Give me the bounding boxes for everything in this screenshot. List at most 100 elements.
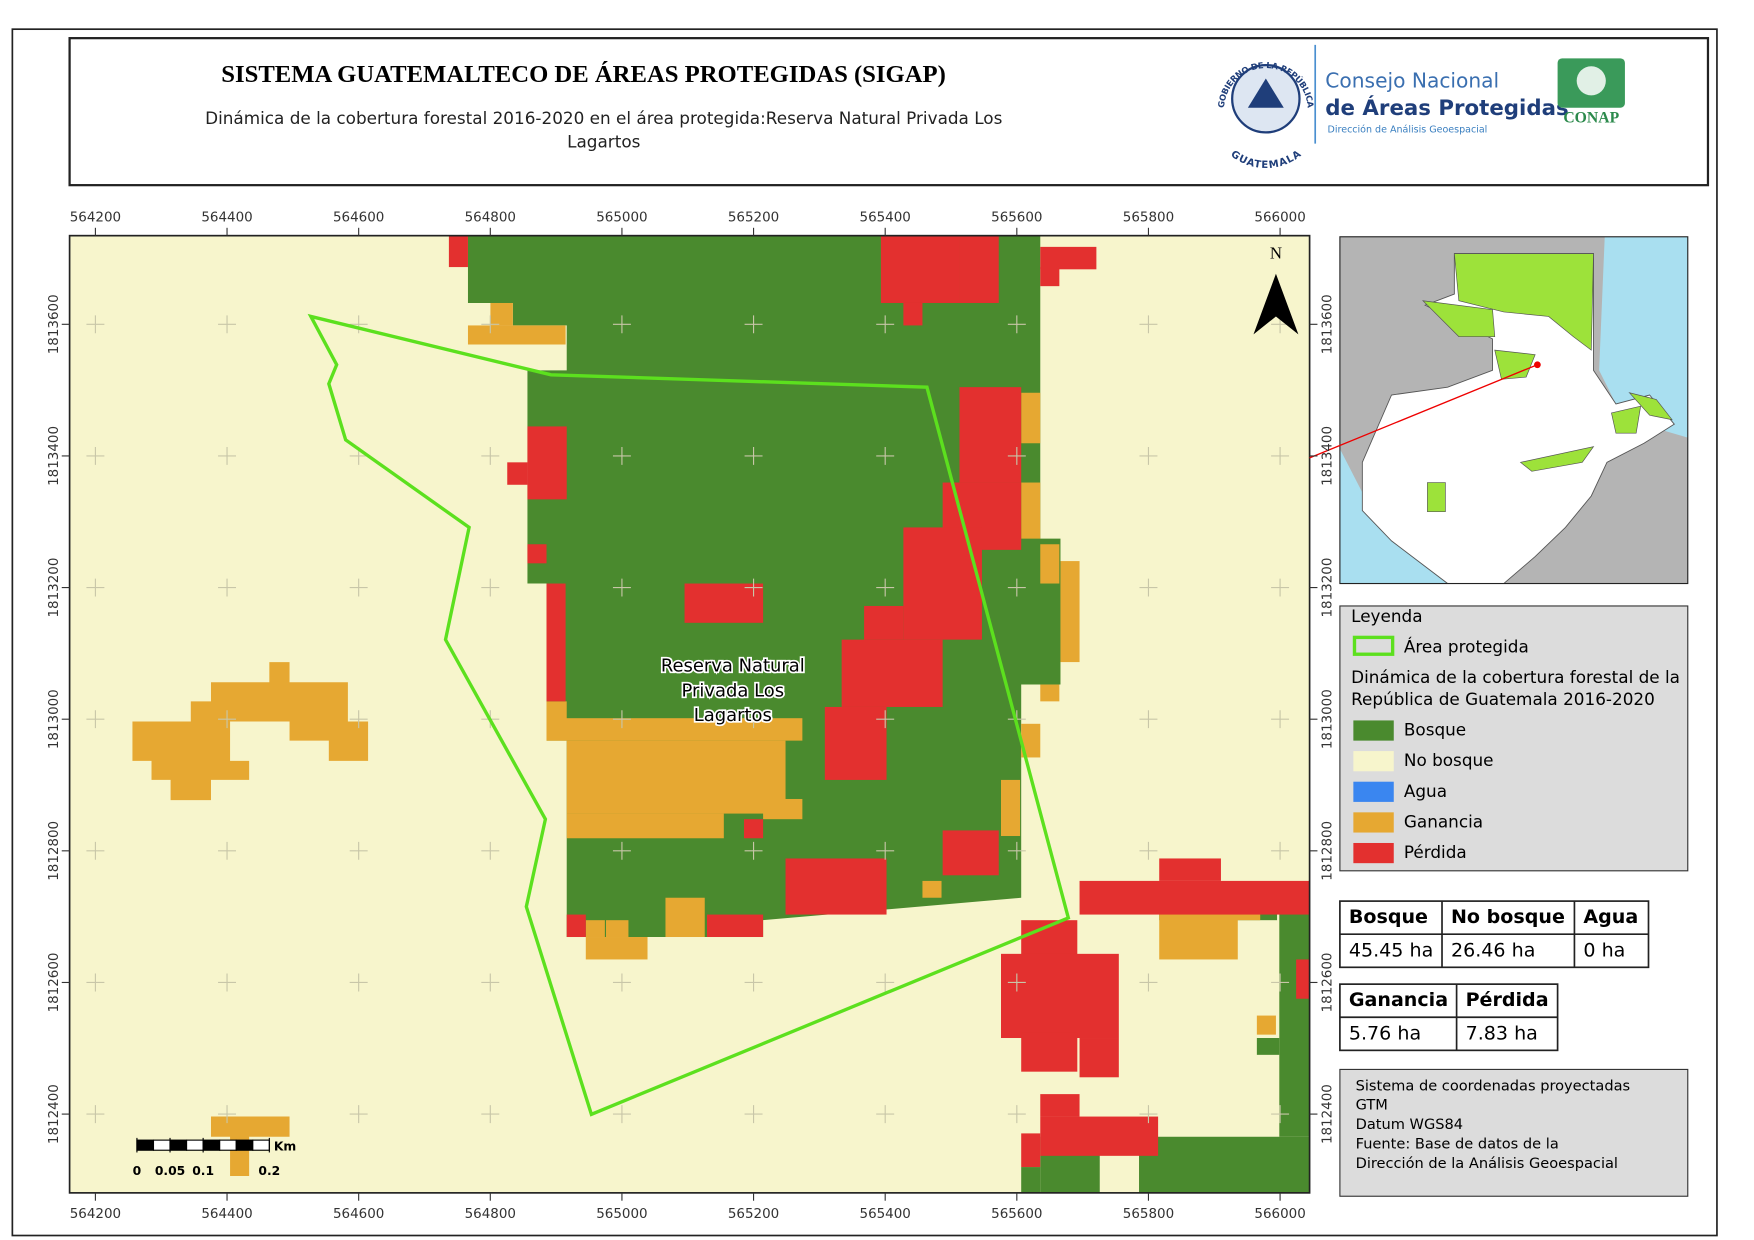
loss-area	[1040, 246, 1097, 270]
grid-cross	[86, 710, 105, 729]
grid-cross	[744, 1105, 763, 1124]
grid-cross	[744, 578, 763, 597]
grid-cross	[349, 710, 368, 729]
x-tick-label: 564400	[201, 211, 252, 226]
grid-cross	[481, 841, 500, 860]
map-area	[69, 235, 1310, 1193]
y-tick-label: 1812600	[47, 953, 62, 1013]
gain-area	[605, 920, 629, 938]
grid-cross	[1139, 446, 1158, 465]
x-tick-label: 565600	[991, 1207, 1042, 1222]
gain-area	[132, 662, 369, 801]
gain-area	[210, 1116, 290, 1177]
table-header: Pérdida	[1466, 989, 1549, 1011]
locator-point	[1534, 361, 1541, 369]
legend: Leyenda Área protegida Dinámica de la cobe…	[1351, 606, 1680, 864]
area-label: Privada Los	[682, 680, 785, 701]
grid-cross	[349, 315, 368, 334]
scale-bar-segment	[252, 1139, 270, 1151]
x-tick-label: 566000	[1254, 211, 1305, 226]
legend-swatch	[1353, 812, 1394, 833]
y-tick-label: 1813200	[1321, 558, 1336, 618]
info-line: Dirección de la Análisis Geoespacial	[1356, 1155, 1618, 1172]
table-header: No bosque	[1451, 906, 1565, 928]
table-cell: 5.76 ha	[1349, 1022, 1421, 1044]
x-tick-label: 564200	[70, 1207, 121, 1222]
info-line: GTM	[1356, 1097, 1388, 1114]
legend-box	[1339, 605, 1689, 872]
gain-area	[585, 937, 648, 960]
grid-cross	[349, 973, 368, 992]
gain-area	[546, 718, 803, 741]
loss-area	[959, 387, 1022, 483]
y-tick-label: 1813000	[1321, 689, 1336, 749]
legend-label: Agua	[1404, 781, 1447, 801]
loss-area	[448, 235, 468, 268]
grid-cross	[86, 973, 105, 992]
grid-cross	[1007, 1105, 1026, 1124]
loss-area	[1040, 267, 1060, 287]
grid-cross	[1271, 578, 1290, 597]
x-tick-label: 565000	[596, 211, 647, 226]
x-tick-label: 565400	[860, 1207, 911, 1222]
inset-water	[1339, 448, 1448, 584]
scale-label: 0.05	[155, 1164, 185, 1178]
scale-label: 0	[133, 1164, 142, 1178]
grid-cross	[1139, 315, 1158, 334]
scale-bar-segment	[136, 1139, 155, 1151]
grid-cross	[1007, 973, 1026, 992]
gain-area	[1021, 482, 1041, 539]
legend-label: Ganancia	[1404, 811, 1483, 831]
inset-map	[1339, 236, 1689, 585]
gain-area	[1021, 723, 1041, 758]
loss-area	[903, 302, 923, 326]
gain-area	[1001, 779, 1021, 837]
y-tick-label: 1813400	[47, 426, 62, 486]
grid-cross	[1139, 841, 1158, 860]
stats-tables: Bosque No bosque Agua 45.45 ha 26.46 ha 0 ha G…	[1339, 900, 1650, 1052]
y-tick-label: 1813000	[47, 689, 62, 749]
x-tick-label: 564600	[333, 211, 384, 226]
grid-cross	[1007, 841, 1026, 860]
grid-cross	[481, 973, 500, 992]
grid-cross	[481, 446, 500, 465]
grid-cross	[1139, 710, 1158, 729]
grid-cross	[744, 710, 763, 729]
grid-cross	[876, 1105, 895, 1124]
subtitle: Lagartos	[567, 132, 640, 152]
grid-cross	[612, 446, 631, 465]
y-tick-label: 1812600	[1321, 953, 1336, 1013]
loss-area	[566, 914, 586, 938]
outer-frame	[11, 28, 1718, 1237]
table-header: Bosque	[1349, 906, 1428, 928]
legend-subtitle: República de Guatemala 2016-2020	[1351, 689, 1655, 709]
inset-protected	[1427, 482, 1446, 513]
gain-area	[490, 302, 513, 326]
grid-cross	[1007, 446, 1026, 465]
x-tick-label: 565400	[860, 211, 911, 226]
grid-cross	[1139, 1105, 1158, 1124]
legend-swatch	[1353, 751, 1394, 772]
title: SISTEMA GUATEMALTECO DE ÁREAS PROTEGIDAS…	[221, 60, 946, 88]
grid-cross	[218, 710, 237, 729]
grid-cross	[218, 578, 237, 597]
scale-bar-segment	[186, 1139, 204, 1151]
conap-text: CONAP	[1563, 110, 1619, 127]
legend-swatch	[1352, 635, 1395, 656]
grid-cross	[876, 973, 895, 992]
scale-bar-segment	[235, 1139, 254, 1151]
grid-cross	[1271, 1105, 1290, 1124]
grid-cross	[612, 710, 631, 729]
loss-area	[1021, 1133, 1041, 1168]
map-frame	[68, 234, 1311, 1194]
legend-subtitle: Dinámica de la cobertura forestal de la	[1351, 667, 1680, 687]
gain-area	[467, 325, 566, 345]
inset-protected	[1453, 253, 1594, 351]
loss-area	[942, 830, 999, 876]
grid-cross	[481, 315, 500, 334]
gain-area	[665, 897, 705, 938]
grid-cross	[86, 578, 105, 597]
grid-cross	[349, 1105, 368, 1124]
scale-unit: Km	[274, 1139, 296, 1153]
